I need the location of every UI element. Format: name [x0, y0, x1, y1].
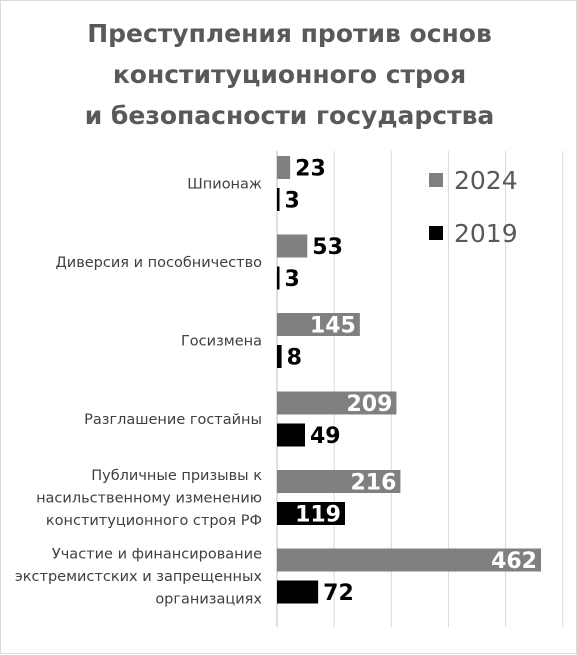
legend-label-2024: 2024	[454, 166, 518, 195]
category-label: насильственному изменению	[36, 491, 262, 507]
data-label: 3	[285, 267, 300, 292]
data-label: 23	[295, 157, 326, 182]
data-label: 49	[310, 424, 341, 449]
data-label: 72	[323, 581, 354, 606]
category-label: организациях	[155, 592, 262, 608]
bar-2019	[277, 423, 305, 447]
category-label: Шпионаж	[187, 177, 262, 193]
title-line-1: Преступления против основ	[87, 19, 492, 48]
data-label: 216	[350, 471, 396, 496]
bar-2024	[277, 548, 541, 572]
data-label: 209	[346, 392, 392, 417]
bar-2024	[277, 391, 397, 415]
legend-swatch-2019	[429, 226, 443, 240]
chart-title: Преступления против основ конституционно…	[1, 13, 577, 136]
data-label: 145	[310, 314, 356, 339]
bar-2019	[277, 188, 280, 211]
bar-2019	[277, 580, 319, 604]
data-label: 3	[285, 189, 300, 214]
category-label: конституционного строя РФ	[46, 513, 262, 529]
bar-2019	[277, 345, 282, 368]
bar-2024	[277, 234, 308, 258]
bar-2024	[277, 156, 291, 179]
category-label: Публичные призывы к	[91, 468, 262, 484]
data-label: 53	[312, 235, 343, 260]
bar-2024	[277, 470, 401, 493]
title-line-3: и безопасности государства	[84, 101, 495, 130]
bar-2019	[277, 502, 345, 525]
data-label: 8	[287, 346, 302, 371]
title-line-2: конституционного строя	[112, 60, 467, 89]
data-label: 462	[491, 549, 537, 574]
category-label: экстремистских и запрещенных	[15, 569, 263, 585]
bar-2024	[277, 313, 360, 336]
legend-label-2019: 2019	[454, 219, 518, 248]
legend-swatch-2024	[429, 173, 443, 187]
category-label: Госизмена	[181, 334, 262, 350]
data-label: 119	[295, 503, 341, 528]
category-label: Участие и финансирование	[52, 547, 262, 563]
category-label: Разглашение гостайны	[84, 412, 262, 428]
category-label: Диверсия и пособничество	[55, 255, 262, 271]
bar-2019	[277, 266, 280, 290]
